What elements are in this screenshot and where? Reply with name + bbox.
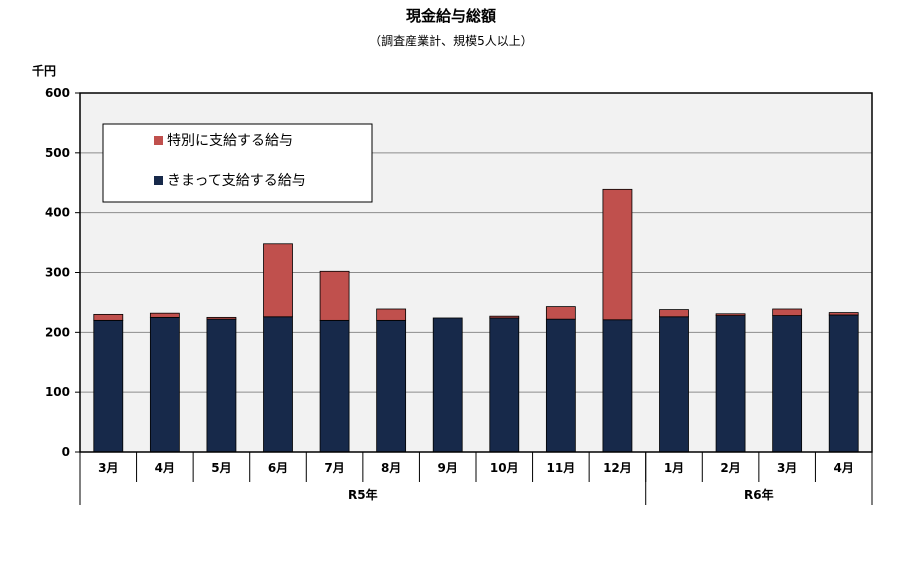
bar-regular bbox=[319, 319, 350, 453]
bar-special bbox=[772, 308, 803, 316]
bar-special bbox=[828, 312, 859, 316]
group-label: R6年 bbox=[744, 487, 774, 502]
bar-special bbox=[93, 313, 124, 321]
x-tick-label: 8月 bbox=[381, 461, 401, 475]
x-tick-label: 3月 bbox=[777, 461, 797, 475]
x-tick-label: 5月 bbox=[211, 461, 231, 475]
group-label: R5年 bbox=[348, 487, 378, 502]
y-tick-label: 100 bbox=[45, 385, 70, 399]
legend: 特別に支給する給与 きまって支給する給与 bbox=[102, 123, 373, 203]
x-tick-label: 11月 bbox=[547, 461, 576, 475]
x-tick-label: 4月 bbox=[834, 461, 854, 475]
x-tick-label: 12月 bbox=[603, 461, 632, 475]
bar-special bbox=[149, 312, 180, 318]
chart-title: 現金給与総額 bbox=[406, 7, 496, 25]
legend-label-regular: きまって支給する給与 bbox=[167, 173, 306, 189]
y-axis-label: 千円 bbox=[32, 63, 56, 78]
x-tick-label: 9月 bbox=[438, 461, 458, 475]
bar-regular bbox=[149, 316, 180, 453]
bar-regular bbox=[489, 317, 520, 453]
bar-regular bbox=[432, 317, 463, 453]
y-tick-label: 600 bbox=[45, 86, 70, 100]
bar-special bbox=[489, 315, 520, 319]
bar-regular bbox=[659, 316, 689, 453]
bar-special bbox=[715, 313, 746, 316]
bar-regular bbox=[206, 318, 237, 453]
bar-special bbox=[659, 309, 689, 318]
bar-regular bbox=[376, 319, 407, 453]
y-tick-label: 400 bbox=[45, 206, 70, 220]
y-tick-label: 300 bbox=[45, 266, 70, 280]
bar-special bbox=[263, 243, 293, 318]
x-tick-label: 10月 bbox=[490, 461, 519, 475]
legend-swatch-special bbox=[154, 136, 163, 145]
bar-regular bbox=[93, 319, 124, 453]
bar-special bbox=[545, 306, 576, 320]
bar-regular bbox=[715, 315, 746, 453]
legend-swatch-regular bbox=[154, 176, 163, 185]
x-tick-label: 2月 bbox=[720, 461, 740, 475]
bar-special bbox=[376, 308, 407, 321]
bar-regular bbox=[263, 316, 293, 453]
x-tick-label: 4月 bbox=[155, 461, 175, 475]
y-tick-label: 500 bbox=[45, 146, 70, 160]
x-tick-label: 1月 bbox=[664, 461, 684, 475]
bar-regular bbox=[602, 319, 633, 453]
x-tick-label: 6月 bbox=[268, 461, 288, 475]
bar-special bbox=[319, 270, 350, 321]
bars bbox=[93, 188, 859, 453]
x-tick-label: 3月 bbox=[98, 461, 118, 475]
bar-regular bbox=[545, 318, 576, 453]
tick-labels: 0 100 200 300 400 500 600 3月 4月 5月 6月 7月 8月 9月 10月 11月 1… bbox=[45, 86, 854, 502]
chart-subtitle: （調査産業計、規模5人以上） bbox=[369, 33, 533, 48]
bar-regular bbox=[772, 315, 803, 453]
legend-box bbox=[102, 123, 373, 203]
bar-special bbox=[206, 316, 237, 320]
x-tick-label: 7月 bbox=[324, 461, 344, 475]
bar-special bbox=[602, 188, 633, 321]
y-tick-label: 200 bbox=[45, 325, 70, 339]
y-tick-label: 0 bbox=[62, 445, 70, 459]
legend-label-special: 特別に支給する給与 bbox=[167, 133, 293, 149]
bar-regular bbox=[828, 314, 859, 453]
